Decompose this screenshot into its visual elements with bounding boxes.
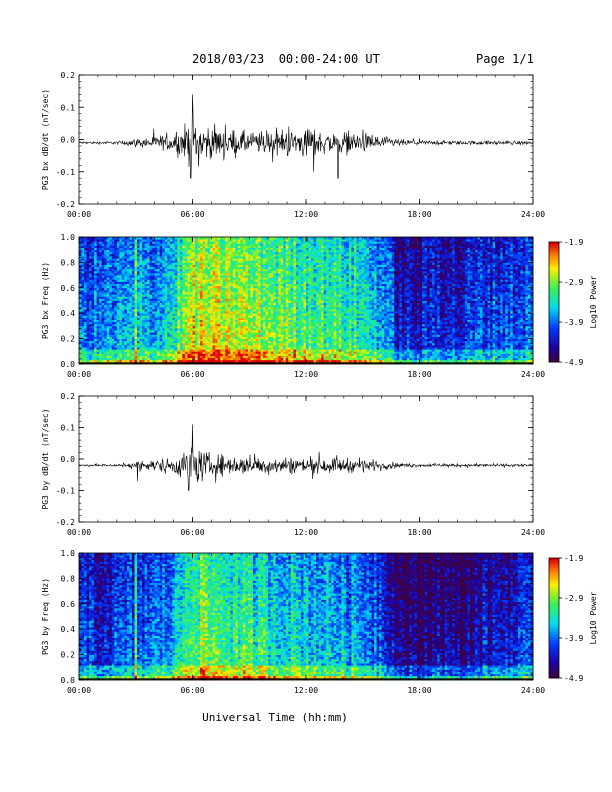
magnetometer-figure: -0.2 -0.1 0.0 0.1 0.2 00:00 06:00 12:00 18:00 24:… bbox=[0, 0, 612, 792]
y-axis-label: PG3 bx dB/dt (nT/sec) bbox=[41, 89, 50, 190]
y-tick-label: 0.0 bbox=[61, 136, 76, 145]
x-tick-label: 06:00 bbox=[180, 210, 204, 219]
x-tick-label: 00:00 bbox=[67, 210, 91, 219]
y-tick-label: 0.1 bbox=[61, 103, 76, 112]
y-tick-label: 0.2 bbox=[61, 71, 76, 80]
x-tick-label: 24:00 bbox=[521, 210, 545, 219]
x-tick-label: 12:00 bbox=[294, 210, 318, 219]
panel-1: -0.2 -0.1 0.0 0.1 0.2 00:00 06:00 12:00 18:00 24:… bbox=[41, 71, 545, 219]
signal-trace bbox=[79, 94, 533, 178]
spectrogram bbox=[79, 237, 533, 364]
x-tick-label: 18:00 bbox=[407, 210, 431, 219]
y-tick-label: -0.1 bbox=[56, 168, 75, 177]
y-tick-label: -0.2 bbox=[56, 200, 75, 209]
